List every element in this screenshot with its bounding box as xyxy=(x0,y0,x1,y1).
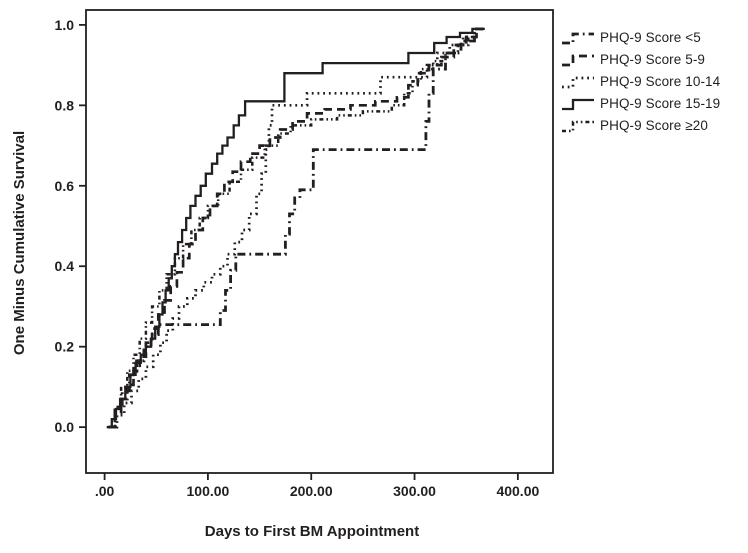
legend-line-path xyxy=(562,120,594,132)
x-tick-label: 200.00 xyxy=(290,483,333,499)
x-tick-label: .00 xyxy=(95,483,115,499)
plot-frame xyxy=(85,9,554,474)
legend-line-sample-icon xyxy=(562,120,594,132)
legend-line-path xyxy=(562,32,594,44)
x-tick-label: 100.00 xyxy=(187,483,230,499)
legend-label: PHQ-9 Score 5-9 xyxy=(600,52,706,67)
series-line-0 xyxy=(107,27,485,429)
legend-label: PHQ-9 Score ≥20 xyxy=(600,118,708,133)
legend-item: PHQ-9 Score 10-14 xyxy=(561,71,720,92)
legend-line-path xyxy=(562,76,594,88)
legend-line-sample-icon xyxy=(562,98,594,110)
series-line-1 xyxy=(108,27,484,429)
legend-item: PHQ-9 Score <5 xyxy=(561,27,720,48)
y-tick-label: 1.0 xyxy=(55,17,75,33)
y-tick-label: 0.2 xyxy=(55,339,75,355)
x-axis-title: Days to First BM Appointment xyxy=(205,523,419,540)
legend-item: PHQ-9 Score ≥20 xyxy=(561,115,720,136)
series-curves xyxy=(106,27,485,429)
x-tick-label: 400.00 xyxy=(496,483,539,499)
legend-line-path xyxy=(562,54,594,66)
y-axis-title: One Minus Cumulative Survival xyxy=(11,131,28,355)
legend-item: PHQ-9 Score 15-19 xyxy=(561,93,720,114)
y-tick-label: 0.6 xyxy=(55,178,75,194)
legend-label: PHQ-9 Score <5 xyxy=(600,30,701,45)
legend: PHQ-9 Score <5 PHQ-9 Score 5-9 PHQ-9 Score… xyxy=(561,27,720,136)
y-tick-label: 0.8 xyxy=(55,97,75,113)
legend-line-path xyxy=(562,98,594,110)
legend-label: PHQ-9 Score 10-14 xyxy=(600,74,721,89)
plot-frame-border xyxy=(85,9,554,474)
y-tick-label: 0.0 xyxy=(55,419,75,435)
axis-ticks: .00 100.00 200.00 300.00 400.00 0.0 0.2 0.4 0.6 0… xyxy=(55,17,540,499)
y-tick-label: 0.4 xyxy=(55,258,75,274)
legend-line-sample-icon xyxy=(562,32,594,44)
legend-label: PHQ-9 Score 15-19 xyxy=(600,96,721,111)
legend-item: PHQ-9 Score 5-9 xyxy=(561,49,720,70)
legend-line-sample-icon xyxy=(562,76,594,88)
series-line-4 xyxy=(108,35,480,429)
series-line-3 xyxy=(106,27,485,429)
x-tick-label: 300.00 xyxy=(393,483,436,499)
legend-line-sample-icon xyxy=(562,54,594,66)
series-line-2 xyxy=(109,27,483,429)
